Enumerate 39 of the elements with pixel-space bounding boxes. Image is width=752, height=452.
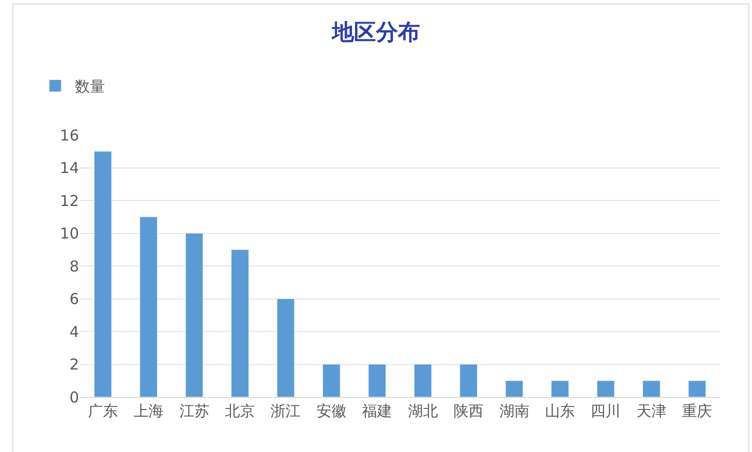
x-tick-label: 陕西 <box>454 402 484 420</box>
legend-label: 数量 <box>75 78 106 96</box>
y-tick-label: 8 <box>69 257 79 276</box>
bar <box>688 380 706 397</box>
bar <box>505 380 524 397</box>
y-tick-label: 14 <box>60 159 79 177</box>
y-tick-label: 6 <box>69 290 79 308</box>
y-tick-label: 2 <box>69 356 79 374</box>
x-tick-label: 安徽 <box>316 402 346 420</box>
bar <box>140 216 158 397</box>
x-tick-label: 山东 <box>545 402 575 420</box>
y-tick-label: 0 <box>69 388 79 406</box>
x-tick-label: 福建 <box>362 402 392 420</box>
x-tick-label: 北京 <box>225 402 255 420</box>
x-tick-label: 广东 <box>88 402 118 420</box>
chart-title: 地区分布 <box>331 20 420 46</box>
x-tick-label: 湖南 <box>499 402 530 420</box>
x-tick-label: 江苏 <box>179 402 210 420</box>
bar <box>185 233 204 397</box>
y-tick-label: 16 <box>60 126 79 144</box>
y-tick-label: 12 <box>60 192 79 210</box>
bar <box>322 364 340 397</box>
x-tick-label: 四川 <box>590 402 621 420</box>
bar <box>414 364 432 397</box>
x-tick-label: 湖北 <box>408 402 438 420</box>
x-tick-label: 重庆 <box>682 402 712 420</box>
bar <box>231 249 249 397</box>
bar <box>460 364 478 397</box>
x-tick-label: 上海 <box>134 402 164 420</box>
y-tick-label: 4 <box>69 322 79 341</box>
bar <box>551 380 569 397</box>
bar <box>596 380 615 397</box>
bar <box>94 151 112 397</box>
y-tick-label: 10 <box>60 224 79 242</box>
x-tick-label: 浙江 <box>270 402 301 420</box>
bar <box>276 298 295 397</box>
bar <box>368 364 386 397</box>
bar <box>642 380 660 397</box>
x-tick-label: 天津 <box>636 402 666 420</box>
